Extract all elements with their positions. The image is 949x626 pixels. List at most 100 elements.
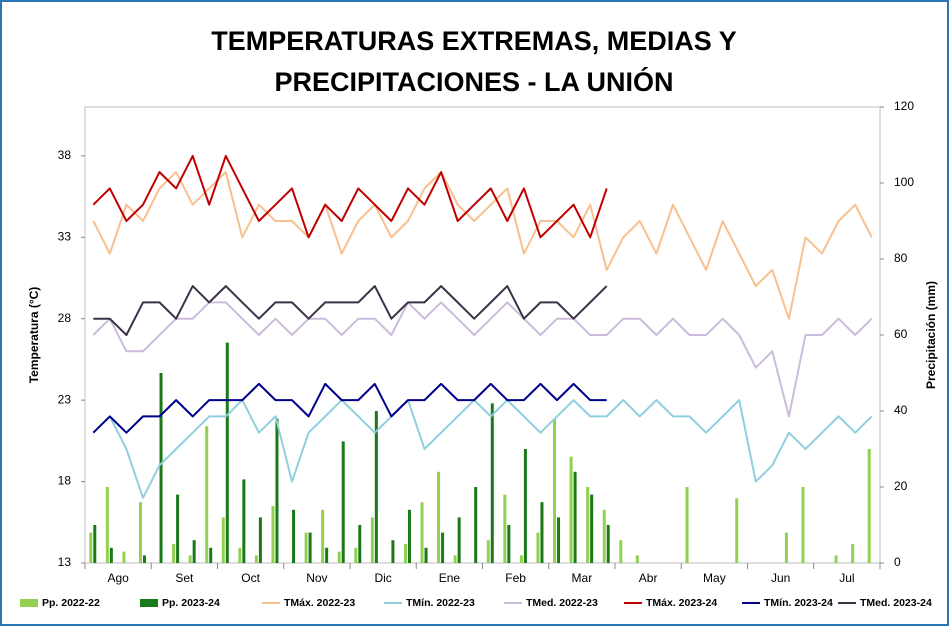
precip-bar — [358, 525, 362, 563]
precip-bar — [619, 540, 623, 563]
precip-bar — [221, 517, 225, 563]
precip-bar — [159, 373, 163, 563]
x-tick-label: Feb — [505, 571, 526, 585]
precip-bar — [557, 517, 561, 563]
precip-bar — [337, 551, 341, 563]
precip-bar — [569, 456, 573, 563]
x-tick-label: May — [703, 571, 726, 585]
precip-bar — [507, 525, 511, 563]
precip-bar — [93, 525, 97, 563]
precip-bar — [490, 403, 494, 563]
y2-tick-label: 80 — [894, 251, 908, 265]
precip-bar — [142, 555, 146, 563]
legend-label: TMed. 2023-24 — [860, 597, 932, 609]
x-tick-label: Set — [175, 571, 194, 585]
temp-line — [92, 399, 873, 499]
precip-bar — [374, 411, 378, 563]
precip-bar — [519, 555, 523, 563]
precip-bar — [122, 551, 126, 563]
temp-line — [93, 285, 608, 336]
temp-line — [92, 171, 873, 320]
precip-bar — [540, 502, 544, 563]
temp-line — [92, 154, 608, 239]
precip-bar — [321, 509, 325, 563]
y-tick-label: 33 — [58, 229, 72, 243]
legend-label: TMáx. 2023-24 — [646, 597, 717, 609]
y2-tick-label: 0 — [894, 555, 901, 569]
precip-bar — [437, 471, 441, 563]
y-axis-label: Temperatura (°C) — [27, 287, 41, 384]
precip-bar — [109, 547, 113, 563]
precip-bar — [441, 532, 445, 563]
y2-tick-label: 120 — [894, 99, 914, 113]
y2-tick-label: 40 — [894, 403, 908, 417]
precip-bar — [325, 547, 329, 563]
precip-bar — [685, 487, 689, 563]
precip-bar — [176, 494, 180, 563]
precip-bar — [209, 547, 213, 563]
precip-bar — [590, 494, 594, 563]
precip-bar — [851, 544, 855, 563]
precip-bar — [238, 547, 242, 563]
y2-axis-label: Precipitación (mm) — [924, 281, 938, 389]
chart-title: PRECIPITACIONES - LA UNIÓN — [274, 66, 673, 97]
precip-bar — [308, 532, 312, 563]
y-tick-label: 13 — [58, 555, 72, 569]
x-tick-label: Ago — [107, 571, 129, 585]
precip-bar — [602, 509, 606, 563]
precip-bar — [801, 487, 805, 563]
precip-bar — [424, 547, 428, 563]
x-tick-label: Dic — [374, 571, 391, 585]
temp-line — [92, 382, 607, 434]
precip-bar — [370, 517, 374, 563]
legend-label: TMín. 2022-23 — [406, 597, 475, 609]
precip-bar — [586, 487, 590, 563]
precip-bar — [188, 555, 192, 563]
precip-bar — [784, 532, 788, 563]
precip-bar — [457, 517, 461, 563]
chart-title: TEMPERATURAS EXTREMAS, MEDIAS Y — [211, 26, 737, 56]
y2-tick-label: 100 — [894, 175, 914, 189]
precip-bar — [172, 544, 176, 563]
precip-bar — [105, 487, 109, 563]
legend-swatch — [140, 599, 158, 607]
precip-bar — [573, 471, 577, 563]
precip-bar — [258, 517, 262, 563]
precip-bar — [292, 509, 296, 563]
x-tick-label: Mar — [572, 571, 593, 585]
precip-bar — [192, 540, 196, 563]
precip-bar — [354, 547, 358, 563]
precip-bar — [553, 418, 557, 563]
precip-bar — [420, 502, 424, 563]
y-tick-label: 18 — [58, 474, 72, 488]
precip-bar — [205, 426, 209, 563]
precip-bar — [503, 494, 507, 563]
x-tick-label: Oct — [241, 571, 260, 585]
legend-label: TMín. 2023-24 — [764, 597, 833, 609]
y-tick-label: 28 — [58, 311, 72, 325]
precip-bar — [242, 479, 246, 563]
precip-bar — [606, 525, 610, 563]
precip-bar — [391, 540, 395, 563]
precip-bar — [271, 506, 275, 563]
y-tick-label: 38 — [58, 148, 72, 162]
legend-label: Pp. 2022-22 — [42, 597, 100, 609]
legend-label: TMed. 2022-23 — [526, 597, 598, 609]
precip-bar — [536, 532, 540, 563]
precip-bar — [474, 487, 478, 563]
precip-bar — [635, 555, 639, 563]
precip-bar — [275, 418, 279, 563]
precip-bar — [453, 555, 457, 563]
legend-label: TMáx. 2022-23 — [284, 597, 355, 609]
precip-bar — [523, 449, 527, 563]
precip-bar — [403, 544, 407, 563]
y2-tick-label: 20 — [894, 479, 908, 493]
precip-bar — [735, 498, 739, 563]
x-tick-label: Jul — [839, 571, 854, 585]
precip-bar — [89, 532, 93, 563]
precip-bar — [254, 555, 258, 563]
precip-bar — [225, 342, 229, 563]
legend-label: Pp. 2023-24 — [162, 597, 220, 609]
precip-bar — [138, 502, 142, 563]
